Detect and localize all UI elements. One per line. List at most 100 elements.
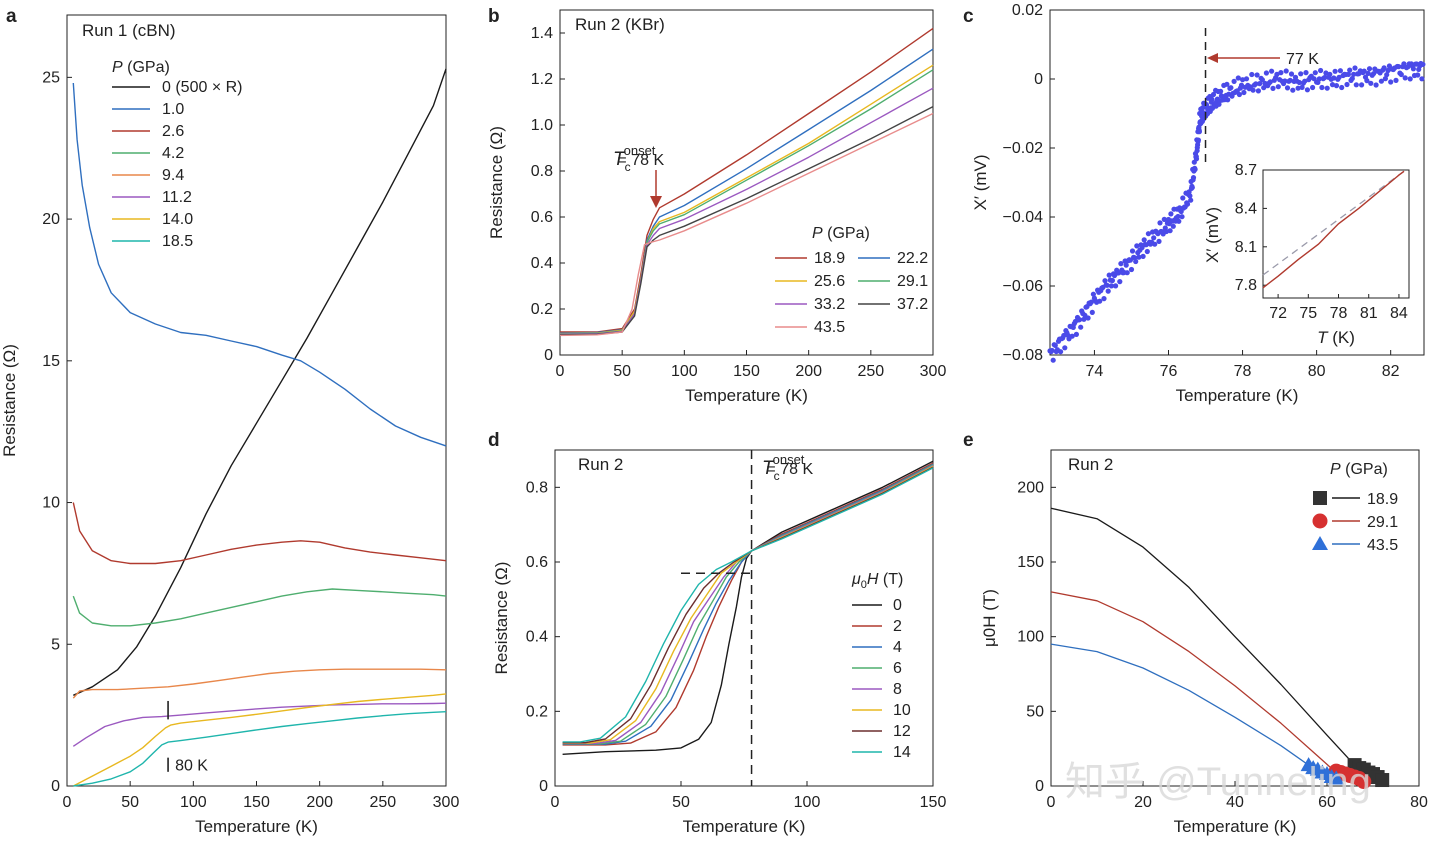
c-inset-extrapolation-line — [1262, 170, 1405, 276]
c-data-point — [1365, 70, 1371, 76]
c-data-point — [1249, 71, 1255, 78]
c-data-point — [1339, 84, 1345, 91]
a-series-line-0500R — [73, 68, 447, 696]
c-y-tick-label: −0.08 — [1003, 347, 1044, 364]
c-x-tick-label: 82 — [1382, 363, 1400, 380]
d-x-tick-label: 150 — [920, 794, 947, 811]
e-series-line-18.9 — [1050, 507, 1369, 775]
d-series-line-4 — [562, 463, 934, 745]
c-x-tick-label: 74 — [1086, 363, 1104, 380]
c-data-point — [1224, 81, 1230, 87]
b-x-axis-label: Temperature (K) — [685, 386, 808, 405]
c-data-point — [1366, 66, 1373, 72]
c-data-point — [1332, 68, 1338, 74]
b-y-tick-label: 1.0 — [531, 117, 553, 134]
e-legend-title: P (GPa) — [1330, 461, 1388, 478]
c-data-point — [1188, 197, 1194, 203]
c-data-point — [1195, 137, 1201, 143]
c-data-point — [1058, 349, 1064, 355]
c-data-point — [1401, 61, 1407, 67]
c-data-point — [1250, 87, 1256, 93]
c-data-point — [1073, 331, 1079, 337]
c-data-point — [1415, 72, 1421, 78]
c-y-tick-label: −0.04 — [1003, 209, 1044, 226]
a-series-line-4.2 — [72, 588, 447, 627]
c-plot-frame — [1049, 9, 1425, 356]
c-data-point — [1319, 84, 1325, 91]
c-data-point — [1136, 254, 1142, 260]
a-x-tick-label: 200 — [306, 794, 333, 811]
b-legend-label: 37.2 — [897, 296, 928, 313]
c-data-point — [1077, 317, 1083, 323]
e-legend-label: 43.5 — [1367, 537, 1398, 554]
c-data-point — [1324, 85, 1330, 91]
c-data-point — [1327, 71, 1333, 77]
c-data-point — [1388, 79, 1394, 85]
c-data-point — [1228, 85, 1234, 91]
c-inset-x-tick-label: 72 — [1269, 305, 1287, 322]
c-data-point — [1200, 105, 1206, 111]
b-annotation-tc: Tconset = 78 K — [613, 143, 664, 174]
c-data-point — [1333, 83, 1340, 89]
b-x-tick-label: 250 — [857, 363, 884, 380]
c-x-tick-label: 76 — [1160, 363, 1178, 380]
c-data-point — [1331, 75, 1337, 81]
a-legend-title: P (GPa) — [112, 59, 170, 76]
c-data-point — [1109, 277, 1115, 284]
d-legend-label: 0 — [893, 597, 902, 614]
a-y-tick-label: 10 — [42, 495, 60, 512]
e-plot-frame — [1050, 449, 1420, 787]
a-y-tick-label: 5 — [51, 636, 60, 653]
a-y-axis-label: Resistance (Ω) — [0, 344, 19, 457]
c-data-point — [1420, 61, 1426, 67]
b-x-tick-label: 150 — [733, 363, 760, 380]
e-legend-marker — [1312, 536, 1328, 550]
c-data-point — [1316, 76, 1322, 82]
e-marker-43.5 — [1328, 770, 1345, 785]
c-data-point — [1179, 214, 1185, 220]
c-data-point — [1069, 333, 1075, 339]
b-series-line-29.1 — [559, 69, 934, 335]
b-y-tick-label: 0 — [544, 347, 553, 364]
c-data-point — [1284, 85, 1291, 91]
c-data-point — [1304, 87, 1310, 93]
c-data-point — [1270, 85, 1276, 91]
c-data-point — [1303, 70, 1309, 76]
c-data-point — [1381, 65, 1387, 71]
c-data-point — [1261, 85, 1267, 91]
b-y-tick-label: 1.2 — [531, 71, 553, 88]
c-inset-x-tick-label: 78 — [1330, 305, 1348, 322]
d-legend-label: 2 — [893, 618, 902, 635]
a-x-tick-label: 250 — [369, 794, 396, 811]
c-data-point — [1108, 283, 1114, 289]
c-inset-frame — [1262, 169, 1410, 299]
c-data-point — [1088, 299, 1094, 305]
c-data-point — [1081, 316, 1087, 322]
c-data-point — [1231, 78, 1237, 84]
e-series-line-43.5 — [1050, 643, 1323, 775]
c-data-point — [1118, 261, 1124, 267]
c-data-point — [1296, 79, 1302, 86]
c-data-point — [1282, 78, 1288, 84]
e-y-tick-label: 0 — [1035, 778, 1044, 795]
c-data-point — [1359, 82, 1365, 88]
c-data-point — [1345, 71, 1351, 77]
c-data-point — [1241, 89, 1247, 96]
d-series-line-8 — [562, 465, 934, 745]
c-data-point — [1175, 213, 1181, 220]
b-series-line-22.2 — [559, 48, 934, 334]
c-data-point — [1157, 220, 1163, 226]
c-x-tick-label: 80 — [1308, 363, 1326, 380]
c-y-tick-label: 0 — [1034, 71, 1043, 88]
c-data-point — [1151, 235, 1157, 241]
a-series-line-11.2 — [72, 702, 447, 747]
c-data-point — [1253, 81, 1259, 87]
c-data-point — [1385, 67, 1391, 74]
c-data-point — [1170, 223, 1176, 229]
a-legend-label: 11.2 — [162, 189, 192, 206]
c-data-point — [1236, 91, 1242, 98]
d-y-tick-label: 0.4 — [526, 629, 548, 646]
e-panel-label: e — [963, 430, 974, 451]
d-title: Run 2 — [578, 455, 623, 474]
